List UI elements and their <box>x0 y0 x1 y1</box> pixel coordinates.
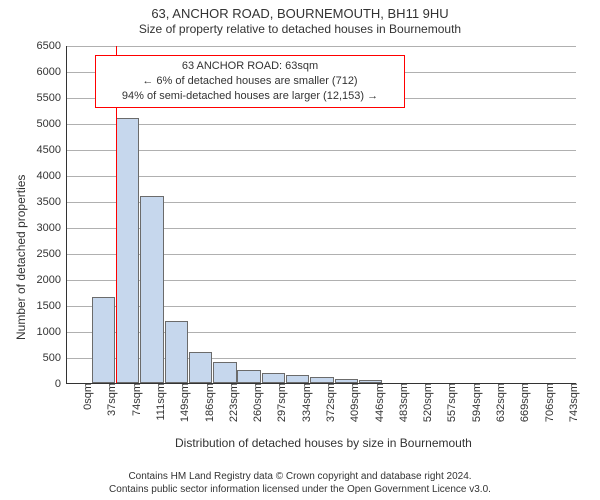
x-tick-label: 520sqm <box>419 383 434 422</box>
y-tick-label: 2500 <box>37 248 67 260</box>
annotation-line: ← 6% of detached houses are smaller (712… <box>102 74 398 89</box>
footer-line: Contains public sector information licen… <box>0 483 600 496</box>
x-tick-label: 743sqm <box>565 383 580 422</box>
y-tick-label: 1000 <box>37 326 67 338</box>
x-tick-label: 409sqm <box>346 383 361 422</box>
histogram-bar <box>213 362 236 383</box>
y-tick-label: 0 <box>55 378 67 390</box>
x-tick-label: 669sqm <box>516 383 531 422</box>
x-tick-label: 223sqm <box>225 383 240 422</box>
y-tick-label: 5000 <box>37 118 67 130</box>
y-tick-label: 6500 <box>37 40 67 52</box>
histogram-bar <box>165 321 188 383</box>
x-axis-label: Distribution of detached houses by size … <box>175 436 472 450</box>
histogram-bar <box>237 370 260 383</box>
histogram-bar <box>286 375 309 383</box>
histogram-bar <box>116 118 139 383</box>
y-tick-label: 2000 <box>37 274 67 286</box>
x-tick-label: 37sqm <box>103 383 118 416</box>
annotation-box: 63 ANCHOR ROAD: 63sqm ← 6% of detached h… <box>95 55 405 108</box>
histogram-bar <box>189 352 212 383</box>
annotation-line: 63 ANCHOR ROAD: 63sqm <box>102 59 398 74</box>
histogram-bar <box>262 373 285 383</box>
y-tick-label: 1500 <box>37 300 67 312</box>
gridline <box>67 176 576 177</box>
gridline <box>67 124 576 125</box>
histogram-bar <box>140 196 163 383</box>
footer: Contains HM Land Registry data © Crown c… <box>0 470 600 496</box>
histogram-bar <box>92 297 115 383</box>
x-tick-label: 632sqm <box>492 383 507 422</box>
x-tick-label: 0sqm <box>79 383 94 410</box>
x-tick-label: 149sqm <box>176 383 191 422</box>
x-tick-label: 372sqm <box>322 383 337 422</box>
page-title: 63, ANCHOR ROAD, BOURNEMOUTH, BH11 9HU <box>0 6 600 21</box>
annotation-line: 94% of semi-detached houses are larger (… <box>102 89 398 104</box>
x-tick-label: 446sqm <box>371 383 386 422</box>
x-tick-label: 297sqm <box>273 383 288 422</box>
x-tick-label: 706sqm <box>541 383 556 422</box>
y-tick-label: 3000 <box>37 222 67 234</box>
y-axis-label: Number of detached properties <box>14 175 28 340</box>
y-tick-label: 3500 <box>37 196 67 208</box>
x-tick-label: 111sqm <box>152 383 167 421</box>
y-tick-label: 4500 <box>37 144 67 156</box>
x-tick-label: 186sqm <box>201 383 216 422</box>
chart-subtitle: Size of property relative to detached ho… <box>0 22 600 36</box>
x-tick-label: 334sqm <box>298 383 313 422</box>
x-tick-label: 594sqm <box>468 383 483 422</box>
footer-line: Contains HM Land Registry data © Crown c… <box>0 470 600 483</box>
x-tick-label: 483sqm <box>395 383 410 422</box>
y-tick-label: 4000 <box>37 170 67 182</box>
gridline <box>67 46 576 47</box>
x-tick-label: 557sqm <box>443 383 458 422</box>
gridline <box>67 150 576 151</box>
y-tick-label: 500 <box>43 352 67 364</box>
x-tick-label: 74sqm <box>128 383 143 416</box>
x-tick-label: 260sqm <box>249 383 264 422</box>
y-tick-label: 6000 <box>37 66 67 78</box>
y-tick-label: 5500 <box>37 92 67 104</box>
